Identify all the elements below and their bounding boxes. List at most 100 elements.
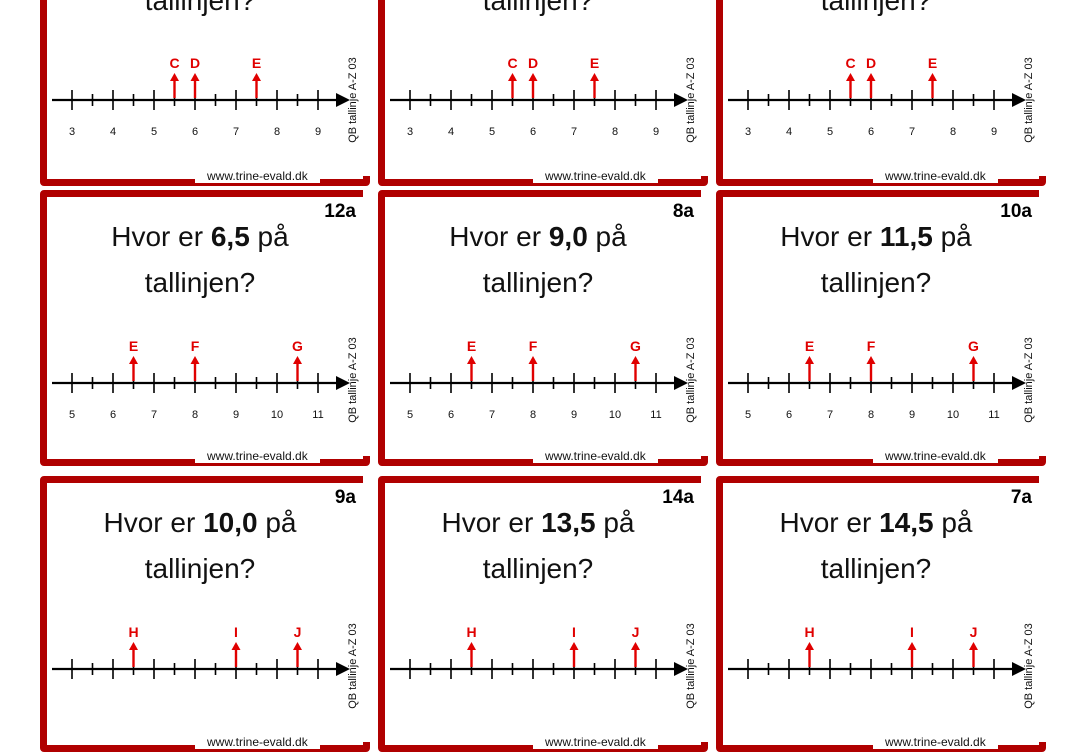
marker-letter: D <box>528 55 538 71</box>
tick-label: 10 <box>609 409 621 421</box>
question-suffix: på <box>933 507 973 538</box>
marker-letter: H <box>804 624 814 640</box>
axis-arrowhead <box>1012 376 1026 390</box>
marker-letter: J <box>970 624 978 640</box>
axis-arrowhead <box>674 376 688 390</box>
question-line-2: tallinjen? <box>820 0 932 16</box>
website-text: www.trine-evald.dk <box>873 169 998 183</box>
marker-arrowhead <box>528 356 538 364</box>
tick-label: 9 <box>571 409 577 421</box>
question-line-2: tallinjen? <box>482 0 594 16</box>
website-text: www.trine-evald.dk <box>873 449 998 463</box>
card-code: 12a <box>324 201 356 222</box>
marker-arrowhead <box>631 642 640 650</box>
question-suffix: på <box>249 221 289 252</box>
tick-label: 5 <box>69 409 75 421</box>
marker-arrowhead <box>928 73 937 81</box>
marker-arrowhead <box>231 642 241 650</box>
card-code: 8a <box>672 201 694 222</box>
task-card: 9a Hvor er 10,0 på tallinjen? QB tallinje A… <box>40 476 370 752</box>
border-gap <box>363 190 370 456</box>
website-text: www.trine-evald.dk <box>533 735 658 749</box>
tick-label: 7 <box>151 409 157 421</box>
website-text: www.trine-evald.dk <box>533 449 658 463</box>
tick-label: 11 <box>650 409 661 421</box>
tick-label: 10 <box>947 409 959 421</box>
marker-letter: E <box>590 55 599 71</box>
tick-label: 6 <box>530 126 536 138</box>
border-gap <box>1039 190 1046 456</box>
question-number: 10,0 <box>203 507 258 538</box>
marker-arrowhead <box>293 356 302 364</box>
question-prefix: Hvor er <box>441 507 542 538</box>
marker-arrowhead <box>467 642 476 650</box>
card-code: 7a <box>1010 487 1032 508</box>
number-line: 5 6 7 8 9 10 11 E F G <box>728 338 1026 421</box>
tick-label: 5 <box>745 409 751 421</box>
question-line-2: tallinjen? <box>820 553 932 584</box>
tick-label: 6 <box>192 126 198 138</box>
marker-letter: F <box>191 338 200 354</box>
tick-label: 11 <box>988 409 999 421</box>
axis-arrowhead <box>336 93 350 107</box>
tick-label: 7 <box>489 409 495 421</box>
question-line-1: Hvor er 9,0 på <box>390 214 686 260</box>
tick-label: 7 <box>571 126 577 138</box>
marker-letter: E <box>928 55 937 71</box>
task-card: 14a Hvor er 13,5 på tallinjen? QB tallinje … <box>378 476 708 752</box>
task-card: 10a Hvor er 11,5 på tallinjen? QB tallinje … <box>716 190 1046 466</box>
tick-label: 5 <box>151 126 157 138</box>
question-line-1: Hvor er 10,0 på <box>52 500 348 546</box>
question-text: tallinjen? <box>390 0 686 24</box>
website-text: www.trine-evald.dk <box>195 449 320 463</box>
marker-letter: C <box>845 55 855 71</box>
question-prefix: Hvor er <box>780 221 880 252</box>
question-number: 13,5 <box>541 507 596 538</box>
marker-arrowhead <box>170 73 179 81</box>
axis-arrowhead <box>674 662 688 676</box>
marker-letter: G <box>630 338 641 354</box>
marker-letter: J <box>294 624 302 640</box>
tick-label: 7 <box>827 409 833 421</box>
marker-letter: G <box>968 338 979 354</box>
tick-label: 5 <box>489 126 495 138</box>
tick-label: 3 <box>69 126 75 138</box>
marker-arrowhead <box>293 642 302 650</box>
marker-letter: I <box>572 624 576 640</box>
border-gap <box>701 190 708 456</box>
axis-arrowhead <box>1012 662 1026 676</box>
marker-letter: E <box>805 338 814 354</box>
question-prefix: Hvor er <box>449 221 549 252</box>
marker-arrowhead <box>190 356 200 364</box>
tick-label: 9 <box>233 409 239 421</box>
marker-arrowhead <box>805 642 814 650</box>
axis-arrowhead <box>1012 93 1026 107</box>
question-line-2: tallinjen? <box>144 553 256 584</box>
tick-label: 4 <box>448 126 454 138</box>
question-line-1: Hvor er 11,5 på <box>728 214 1024 260</box>
number-line: 3 4 5 6 7 8 9 C D E <box>52 55 350 138</box>
question-text: Hvor er 6,5 på tallinjen? <box>52 214 348 306</box>
number-line: 5 6 7 8 9 10 11 E F G <box>390 338 688 421</box>
marker-arrowhead <box>846 73 855 81</box>
question-prefix: Hvor er <box>103 507 204 538</box>
tick-label: 9 <box>991 126 997 138</box>
tick-label: 9 <box>315 126 321 138</box>
marker-letter: E <box>252 55 261 71</box>
tick-label: 8 <box>868 409 874 421</box>
card-code: 14a <box>662 487 694 508</box>
tick-label: 3 <box>407 126 413 138</box>
question-suffix: på <box>587 221 627 252</box>
marker-letter: C <box>507 55 517 71</box>
tick-label: 11 <box>312 409 323 421</box>
marker-arrowhead <box>631 356 640 364</box>
border-gap <box>1039 476 1046 742</box>
marker-letter: E <box>129 338 138 354</box>
number-line: 3 4 5 6 7 8 9 C D E <box>728 55 1026 138</box>
border-gap <box>363 476 370 742</box>
website-text: www.trine-evald.dk <box>533 169 658 183</box>
marker-letter: H <box>128 624 138 640</box>
question-text: Hvor er 13,5 på tallinjen? <box>390 500 686 592</box>
